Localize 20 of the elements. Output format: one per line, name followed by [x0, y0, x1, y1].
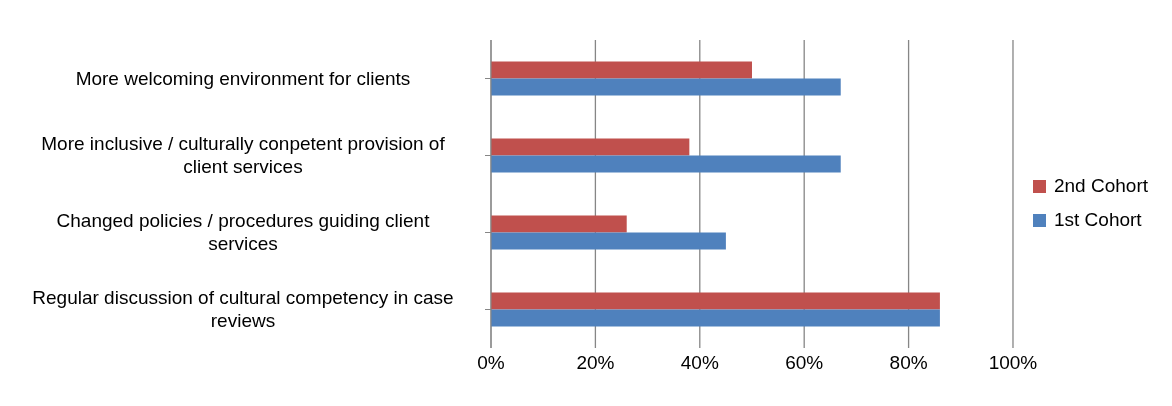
bar: [491, 155, 841, 173]
x-tick-label: 80%: [889, 352, 928, 374]
bar: [491, 215, 627, 233]
x-tick-label: 60%: [785, 352, 824, 374]
bar: [491, 232, 726, 250]
y-tick-label: Regular discussion of cultural competency in case reviews: [32, 287, 454, 331]
legend-label: 2nd Cohort: [1053, 175, 1148, 197]
x-tick-label: 20%: [576, 352, 615, 374]
bar: [491, 292, 940, 310]
bar: [491, 138, 690, 156]
legend-label: 1st Cohort: [1053, 209, 1142, 231]
x-tick-label: 100%: [988, 352, 1038, 374]
bar: [491, 78, 841, 96]
x-tick-label: 0%: [477, 352, 505, 374]
y-tick-label: More inclusive / culturally conpetent provision of client services: [41, 133, 446, 177]
bar: [491, 61, 752, 79]
y-tick-label: More welcoming environment for clients: [75, 67, 411, 89]
bar: [491, 309, 940, 327]
x-tick-label: 40%: [680, 352, 719, 374]
y-tick-label: Changed policies / procedures guiding client services: [56, 210, 431, 254]
